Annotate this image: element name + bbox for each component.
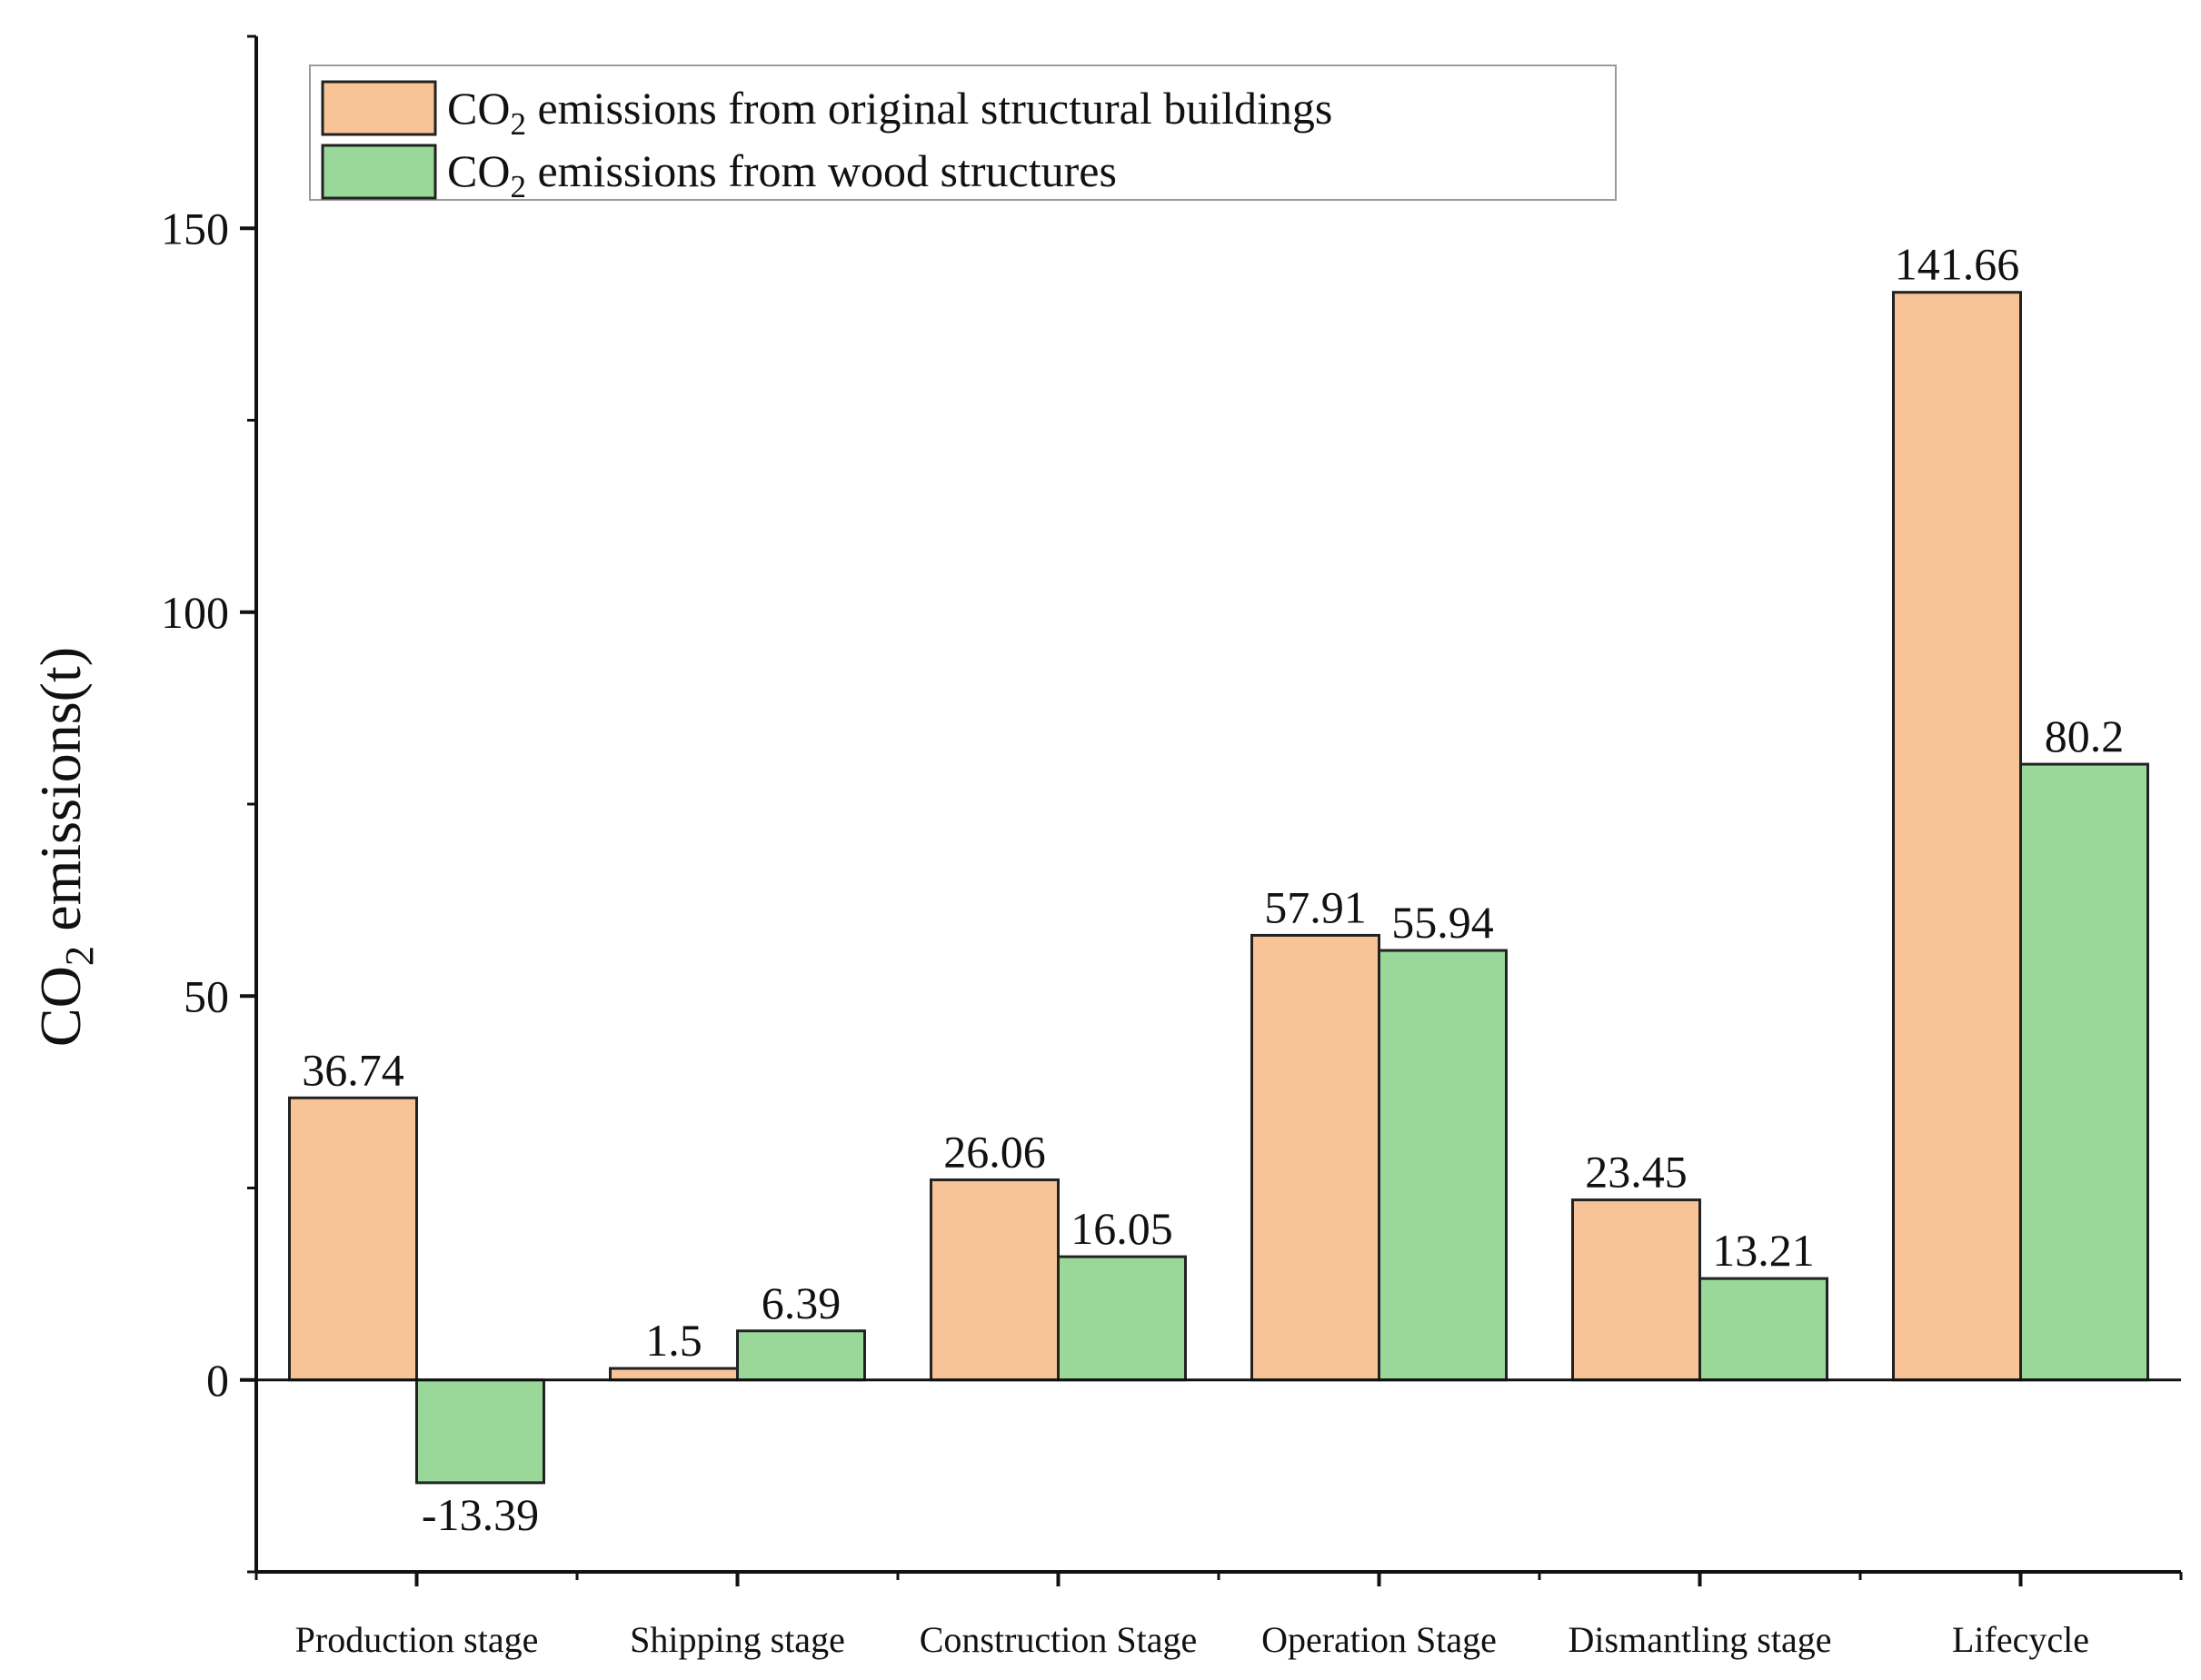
data-label-original-5: 141.66 xyxy=(1895,239,2020,290)
legend-label-wood: CO2 emissions from wood structures xyxy=(447,145,1117,204)
data-label-original-4: 23.45 xyxy=(1585,1147,1688,1198)
category-label-3: Operation Stage xyxy=(1261,1619,1497,1660)
legend-swatch-wood xyxy=(321,144,437,200)
data-label-wood-3: 55.94 xyxy=(1391,897,1494,948)
bar-wood-5 xyxy=(2019,762,2149,1382)
legend-swatch-original xyxy=(321,80,437,136)
bar-original-0 xyxy=(288,1096,418,1382)
category-label-2: Construction Stage xyxy=(920,1619,1198,1660)
y-tick-label-50: 50 xyxy=(184,970,229,1021)
data-label-wood-0: -13.39 xyxy=(422,1489,539,1540)
category-label-5: Lifecycle xyxy=(1952,1619,2089,1660)
bar-original-1 xyxy=(609,1367,739,1382)
legend-box xyxy=(309,65,1617,201)
data-label-original-1: 1.5 xyxy=(645,1315,702,1366)
category-label-1: Shipping stage xyxy=(630,1619,845,1660)
axes-group xyxy=(240,35,2183,1586)
bar-original-5 xyxy=(1892,291,2022,1382)
bar-original-3 xyxy=(1250,933,1380,1382)
data-label-original-2: 26.06 xyxy=(943,1127,1046,1178)
bar-wood-3 xyxy=(1378,949,1508,1382)
y-tick-label-150: 150 xyxy=(161,203,229,253)
category-label-0: Production stage xyxy=(295,1619,539,1660)
labels-group: 36.74 -13.39 Production stage 1.5 6.39 Shippi… xyxy=(161,203,2124,1660)
legend: CO2 emissions from original structural b… xyxy=(309,65,1617,204)
data-label-original-0: 36.74 xyxy=(302,1044,404,1095)
bar-wood-2 xyxy=(1057,1255,1187,1382)
y-tick-label-100: 100 xyxy=(161,587,229,638)
legend-label-original: CO2 emissions from original structural b… xyxy=(447,83,1332,142)
bar-original-4 xyxy=(1571,1198,1701,1382)
bar-wood-0 xyxy=(415,1378,545,1485)
data-label-wood-4: 13.21 xyxy=(1712,1225,1815,1276)
y-tick-label-0: 0 xyxy=(206,1355,229,1406)
bars-group xyxy=(288,291,2149,1485)
data-label-wood-1: 6.39 xyxy=(762,1277,842,1328)
data-label-wood-5: 80.2 xyxy=(2045,711,2125,761)
data-label-wood-2: 16.05 xyxy=(1071,1203,1173,1254)
bar-original-2 xyxy=(930,1178,1060,1382)
bar-wood-1 xyxy=(736,1329,866,1382)
y-axis-label: CO2 emissions(t) xyxy=(28,647,102,1047)
data-label-original-3: 57.91 xyxy=(1264,881,1367,932)
bar-wood-4 xyxy=(1698,1277,1828,1382)
category-label-4: Dismantling stage xyxy=(1569,1619,1832,1660)
